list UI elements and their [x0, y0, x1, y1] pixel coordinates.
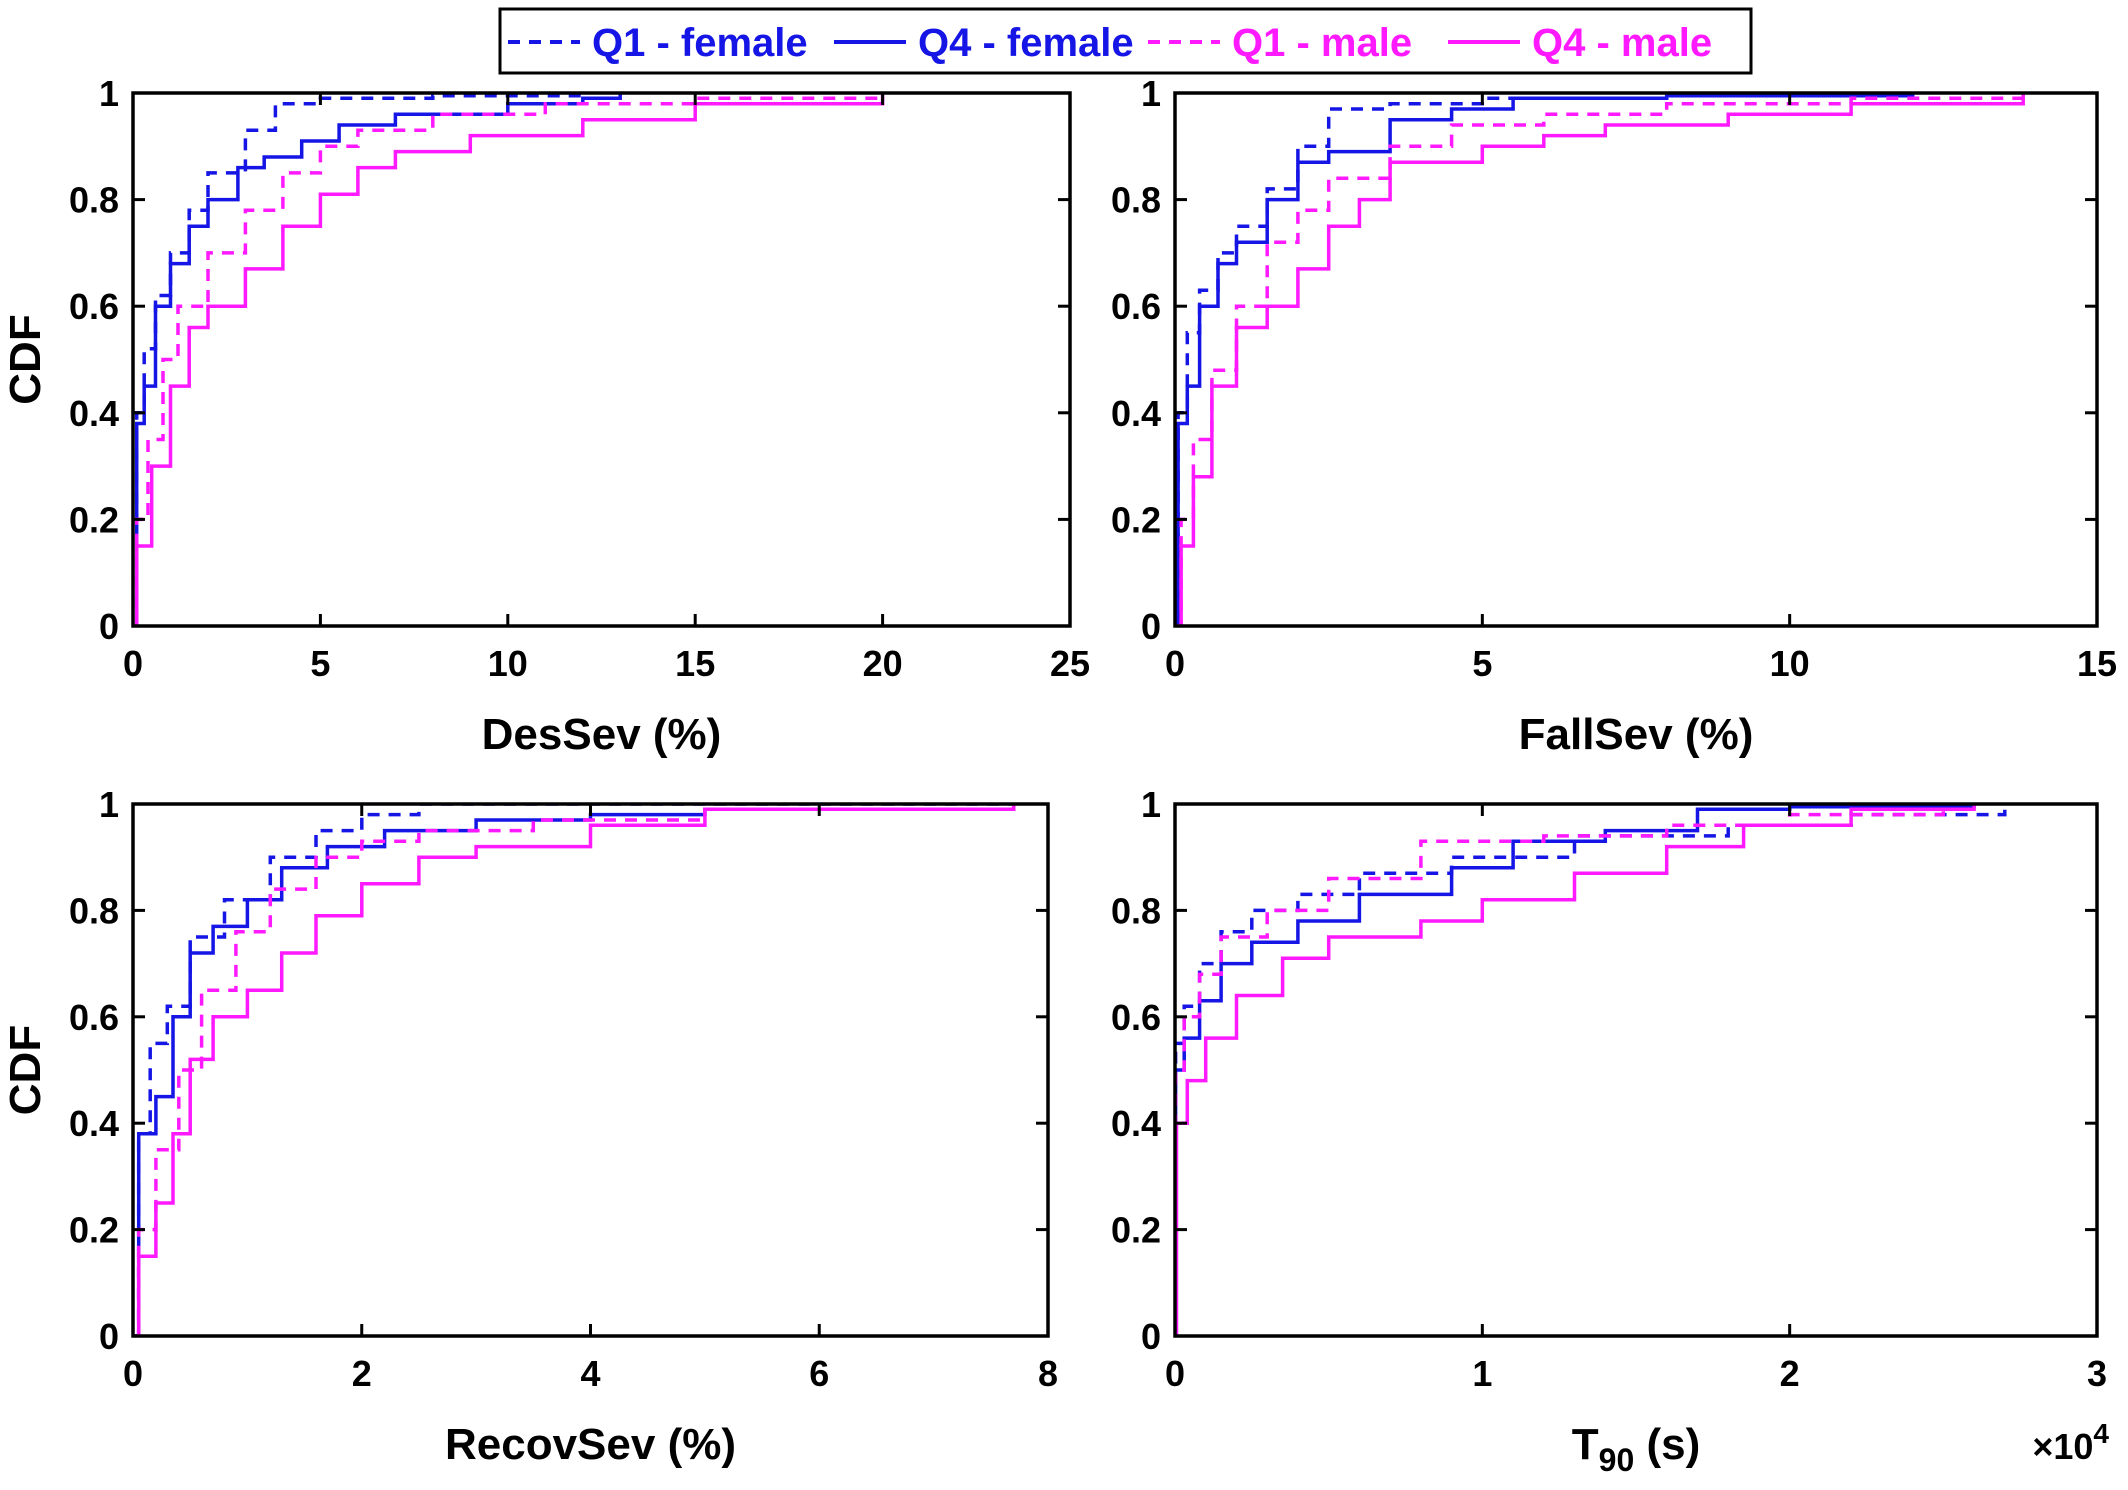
- series-line-q4-female: [1175, 93, 1915, 626]
- x-exponent-label: ×104: [2032, 1418, 2109, 1467]
- series-line-q4-male: [133, 804, 1016, 1336]
- legend-label: Q1 - male: [1232, 21, 1412, 65]
- series-line-q1-male: [1175, 93, 2025, 626]
- x-tick-label: 5: [310, 643, 330, 684]
- y-tick-label: 0.4: [69, 393, 119, 434]
- series-line-q1-female: [133, 804, 1014, 1336]
- x-tick-label: 0: [123, 643, 143, 684]
- x-axis-label: FallSev (%): [1519, 710, 1754, 759]
- series-line-q4-male: [1175, 804, 1976, 1336]
- legend-label: Q4 - male: [1532, 21, 1712, 65]
- axes-frame: [1173, 91, 2099, 628]
- x-tick-label: 10: [488, 643, 528, 684]
- y-tick-label: 0.2: [69, 1210, 119, 1251]
- y-tick-label: 0.8: [69, 180, 119, 221]
- y-tick-label: 0: [99, 606, 119, 647]
- y-tick-label: 0.4: [1111, 393, 1161, 434]
- panel-recovsev: 0 2 4 6 8 0 0.2 0.4 0.6 0.8 1 RecovSev (%) CDF: [1, 784, 1058, 1469]
- x-tick-label: 15: [675, 643, 715, 684]
- x-tick-label: 1: [1472, 1353, 1492, 1394]
- y-tick-label: 1: [99, 784, 119, 825]
- legend: Q1 - female Q4 - female Q1 - male Q4 - male: [498, 7, 1753, 75]
- legend-label: Q1 - female: [592, 21, 808, 65]
- series-line-q4-male: [133, 93, 885, 626]
- y-tick-label: 0: [1141, 606, 1161, 647]
- axes-frame: [131, 91, 1072, 628]
- x-tick-label: 0: [1165, 643, 1185, 684]
- y-tick-label: 0: [99, 1316, 119, 1357]
- x-tick-label: 8: [1038, 1353, 1058, 1394]
- y-tick-label: 0.2: [69, 499, 119, 540]
- y-tick-label: 0.6: [69, 997, 119, 1038]
- series-line-q1-male: [133, 93, 885, 626]
- series-line-q4-female: [133, 804, 1016, 1336]
- legend-box: [498, 7, 1753, 75]
- y-tick-label: 0.6: [1111, 286, 1161, 327]
- x-tick-label: 20: [863, 643, 903, 684]
- y-tick-label: 0.8: [69, 890, 119, 931]
- y-tick-label: 1: [1141, 73, 1161, 114]
- x-tick-label: 25: [1050, 643, 1090, 684]
- x-tick-label: 5: [1472, 643, 1492, 684]
- y-tick-label: 0.8: [1111, 180, 1161, 221]
- legend-label: Q4 - female: [918, 21, 1134, 65]
- x-tick-label: 2: [352, 1353, 372, 1394]
- y-tick-label: 0: [1141, 1316, 1161, 1357]
- x-tick-label: 6: [809, 1353, 829, 1394]
- panel-fallsev: 0 5 10 15 0 0.2 0.4 0.6 0.8 1 FallSev (%): [1111, 73, 2117, 759]
- series-line-q4-male: [1175, 93, 2025, 626]
- x-tick-label: 0: [1165, 1353, 1185, 1394]
- y-axis-label: CDF: [1, 314, 50, 404]
- series-line-q1-female: [1175, 93, 1915, 626]
- x-tick-label: 15: [2077, 643, 2117, 684]
- series-line-q1-male: [1175, 804, 1946, 1336]
- x-axis-label: T90 (s): [1572, 1420, 1700, 1478]
- y-tick-label: 0.4: [69, 1103, 119, 1144]
- axes-frame: [1173, 802, 2099, 1338]
- x-tick-label: 4: [580, 1353, 600, 1394]
- panel-dessev: 0 5 10 15 20 25 0 0.2 0.4 0.6 0.8 1 DesSev (%) CDF: [1, 73, 1090, 759]
- y-tick-label: 0.2: [1111, 1210, 1161, 1251]
- x-tick-label: 10: [1770, 643, 1810, 684]
- x-tick-label: 0: [123, 1353, 143, 1394]
- x-axis-label: DesSev (%): [482, 710, 722, 759]
- series-line-q1-male: [133, 804, 1016, 1336]
- x-tick-label: 3: [2087, 1353, 2107, 1394]
- series-line-q4-female: [133, 93, 622, 626]
- series-line-q1-female: [1175, 804, 2007, 1336]
- panel-t90: 0 1 2 3 0 0.2 0.4 0.6 0.8 1 T90 (s) ×104: [1111, 784, 2109, 1478]
- y-tick-label: 0.6: [1111, 997, 1161, 1038]
- y-tick-label: 1: [99, 73, 119, 114]
- x-tick-label: 2: [1780, 1353, 1800, 1394]
- y-tick-label: 0.2: [1111, 499, 1161, 540]
- y-tick-label: 0.8: [1111, 890, 1161, 931]
- y-tick-label: 0.6: [69, 286, 119, 327]
- series-line-q4-female: [1175, 804, 1976, 1336]
- x-axis-label: RecovSev (%): [445, 1420, 736, 1469]
- y-tick-label: 0.4: [1111, 1103, 1161, 1144]
- y-axis-label: CDF: [1, 1025, 50, 1115]
- y-tick-label: 1: [1141, 784, 1161, 825]
